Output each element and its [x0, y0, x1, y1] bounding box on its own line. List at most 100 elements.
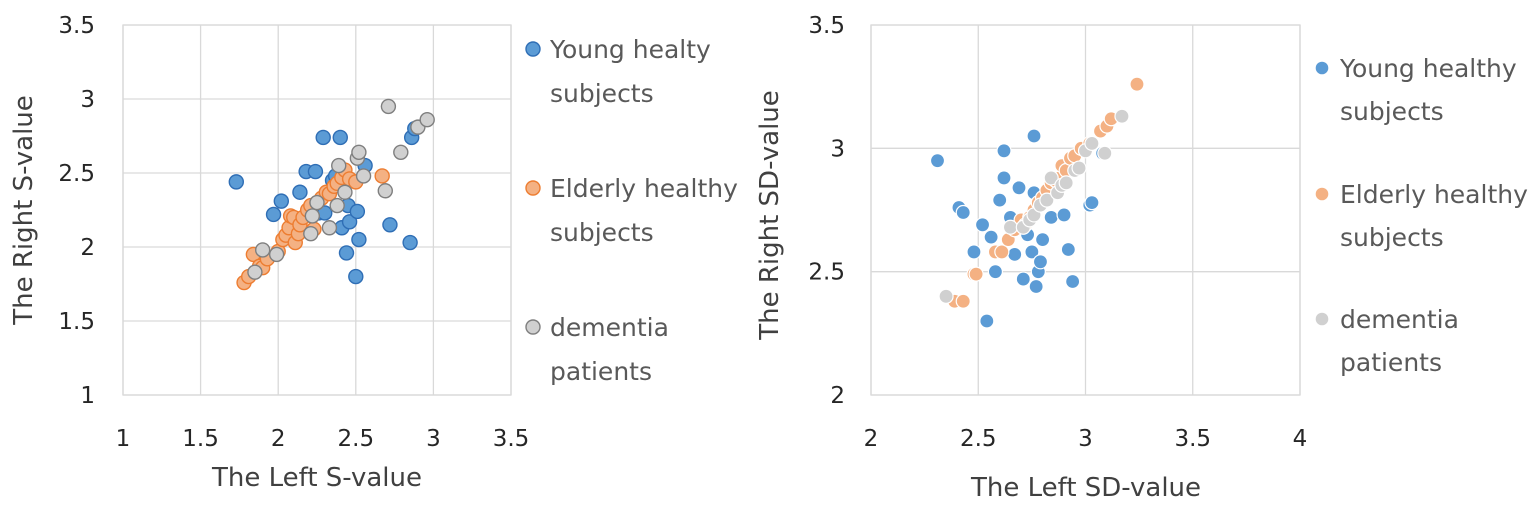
- x-tick-label: 4: [1293, 426, 1308, 452]
- legend-marker-young: [1314, 60, 1330, 76]
- x-tick-label: 1: [116, 426, 131, 452]
- data-point-dementia: [938, 288, 954, 304]
- legend-label-dementia: dementia: [550, 313, 669, 342]
- legend-label-elderly: subjects: [550, 218, 654, 247]
- data-point-young: [955, 204, 971, 221]
- data-point-dementia: [254, 242, 271, 258]
- data-point-young: [307, 163, 324, 180]
- legend-label-young: subjects: [550, 79, 654, 108]
- data-point-dementia: [337, 184, 353, 200]
- x-tick-label: 1.5: [182, 426, 219, 452]
- data-point-elderly: [374, 168, 390, 184]
- data-point-dementia: [351, 144, 367, 160]
- legend-marker-dementia: [525, 319, 541, 335]
- y-tick-label: 2.5: [58, 161, 95, 187]
- data-point-young: [983, 229, 999, 245]
- data-point-young: [1024, 244, 1040, 260]
- data-point-dementia: [1043, 170, 1059, 186]
- legend-label-dementia: dementia: [1340, 305, 1459, 334]
- data-point-elderly: [1129, 76, 1145, 92]
- legend: Young healthy subjects Elderly healthy subj…: [1314, 54, 1528, 377]
- data-point-elderly: [968, 266, 984, 282]
- data-point-young: [966, 244, 982, 260]
- data-point-young: [382, 217, 398, 233]
- data-point-young: [1084, 195, 1100, 211]
- data-point-dementia: [1114, 108, 1130, 124]
- data-point-young: [1065, 273, 1081, 290]
- data-point-young: [265, 206, 282, 223]
- data-point-dementia: [247, 264, 263, 280]
- chart-2: 2 2.5 3 3.5 2 2.5 3 3.5 4 The Left SD-value The Ri…: [755, 13, 1528, 503]
- data-point-young: [1043, 209, 1059, 225]
- legend-marker-elderly: [525, 180, 541, 196]
- chart-1: 1 1.5 2 2.5 3 3.5 1 1.5 2 2.5 3 3.5 The Left S-value…: [9, 13, 738, 493]
- series-dementia: [247, 98, 435, 280]
- data-point-young: [1034, 232, 1051, 248]
- y-tick-label: 1.5: [58, 309, 95, 335]
- legend-marker-dementia: [1314, 311, 1330, 327]
- data-point-young: [987, 264, 1004, 280]
- x-tick-label: 3: [426, 426, 441, 452]
- data-point-dementia: [1084, 135, 1100, 151]
- y-tick-label: 3.5: [808, 13, 845, 39]
- data-point-young: [341, 214, 358, 230]
- data-point-elderly: [994, 244, 1010, 260]
- legend: Young healty subjects Elderly healthy subje…: [525, 35, 738, 386]
- data-point-dementia: [321, 220, 338, 236]
- data-point-young: [1011, 180, 1027, 196]
- x-tick-label: 2.5: [338, 426, 375, 452]
- y-tick-label: 2.5: [808, 260, 845, 286]
- data-point-young: [348, 268, 364, 285]
- data-point-dementia: [268, 246, 285, 263]
- data-point-dementia: [304, 208, 321, 224]
- data-point-young: [1032, 254, 1049, 270]
- plot-area-frame: [122, 24, 512, 396]
- y-tick-label: 1: [80, 383, 95, 409]
- data-point-young: [315, 129, 331, 146]
- legend-label-dementia: patients: [1340, 348, 1442, 377]
- data-point-dementia: [1002, 219, 1019, 235]
- x-tick-label: 3: [1078, 426, 1093, 452]
- legend-label-young: Young healty: [549, 35, 711, 64]
- data-point-young: [349, 203, 366, 220]
- data-point-young: [292, 184, 308, 200]
- data-point-young: [273, 193, 290, 209]
- x-axis-title: The Left SD-value: [970, 473, 1201, 503]
- data-point-dementia: [1058, 175, 1074, 191]
- y-axis-title: The Right S-value: [9, 95, 39, 326]
- legend-label-elderly: Elderly healthy: [550, 174, 738, 203]
- data-point-dementia: [309, 194, 325, 211]
- data-point-dementia: [1071, 160, 1087, 176]
- data-point-young: [929, 153, 946, 169]
- y-tick-label: 2: [830, 383, 845, 409]
- data-point-dementia: [380, 98, 397, 115]
- legend-label-dementia: patients: [550, 357, 652, 386]
- data-point-dementia: [419, 112, 435, 128]
- y-tick-label: 2: [80, 235, 95, 261]
- data-point-dementia: [393, 144, 409, 160]
- data-point-dementia: [331, 157, 347, 174]
- data-point-young: [402, 234, 418, 251]
- legend-label-elderly: subjects: [1340, 223, 1444, 252]
- series-dementia: [938, 108, 1130, 304]
- y-tick-label: 3.5: [58, 13, 95, 39]
- x-tick-label: 2: [864, 426, 879, 452]
- y-tick-label: 3: [830, 136, 845, 162]
- plot-area-frame: [870, 24, 1301, 396]
- data-point-dementia: [355, 168, 372, 184]
- data-point-dementia: [1039, 192, 1055, 208]
- data-point-young: [1026, 128, 1042, 144]
- y-tick-label: 3: [80, 87, 95, 113]
- data-point-dementia: [377, 183, 393, 199]
- data-point-young: [1056, 207, 1072, 223]
- legend-marker-young: [525, 41, 541, 57]
- data-point-young: [351, 231, 367, 248]
- data-point-young: [996, 143, 1012, 159]
- y-axis-title: The Right SD-value: [755, 90, 785, 341]
- data-point-young: [1060, 241, 1076, 258]
- data-point-young: [992, 192, 1008, 208]
- data-point-elderly: [955, 293, 971, 309]
- legend-label-young: Young healthy: [1339, 54, 1517, 83]
- x-axis-title: The Left S-value: [211, 463, 422, 493]
